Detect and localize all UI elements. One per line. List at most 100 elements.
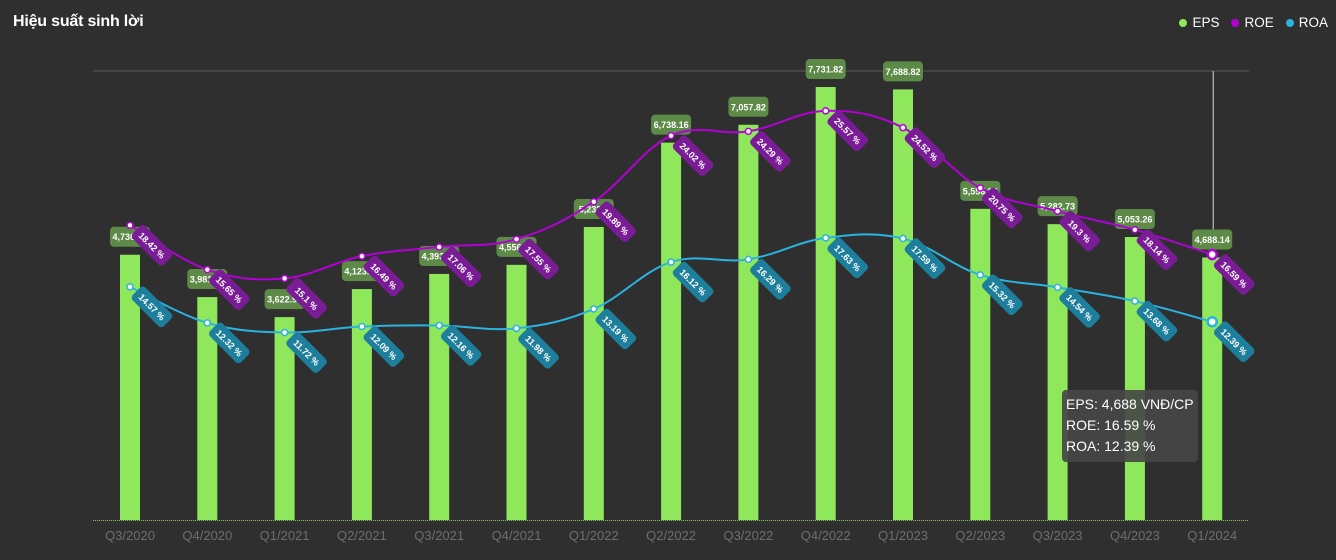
roa-point bbox=[899, 234, 907, 243]
eps-data-label: 7,688.82 bbox=[885, 67, 920, 77]
legend-label-roa: ROA bbox=[1298, 15, 1328, 30]
legend-label-eps: EPS bbox=[1192, 15, 1220, 30]
roa-point bbox=[358, 322, 366, 331]
roa-point bbox=[280, 328, 289, 337]
roa-label-box bbox=[672, 261, 714, 303]
roa-point bbox=[744, 255, 753, 264]
x-tick-label: Q4/2022 bbox=[801, 528, 851, 543]
roe-label-box bbox=[363, 255, 405, 297]
roe-label-group: 16.59 % bbox=[1213, 254, 1255, 295]
roe-point bbox=[899, 123, 907, 132]
roa-label-box bbox=[1213, 321, 1255, 363]
roa-label-box bbox=[1059, 287, 1100, 328]
eps-label-box bbox=[728, 96, 769, 117]
x-tick-label: Q4/2021 bbox=[492, 528, 542, 543]
legend-dot-roa bbox=[1285, 18, 1294, 27]
eps-label-box bbox=[651, 114, 692, 135]
x-tick-label: Q1/2023 bbox=[878, 528, 928, 543]
x-axis-labels: Q3/2020 Q4/2020 Q1/2021 Q2/2021 Q3/2021 Q4/20… bbox=[105, 528, 1237, 543]
roe-point bbox=[203, 265, 212, 274]
roe-label-box bbox=[750, 131, 791, 172]
eps-bar bbox=[815, 87, 836, 521]
eps-label-box bbox=[883, 61, 923, 82]
roe-label-box bbox=[595, 201, 637, 243]
tooltip-roe: ROE: 16.59 % bbox=[1066, 417, 1156, 433]
roa-point bbox=[821, 234, 830, 242]
roe-label-box bbox=[1136, 229, 1178, 271]
roe-label-box bbox=[1059, 210, 1100, 252]
eps-bar bbox=[429, 273, 450, 520]
eps-bar bbox=[893, 89, 913, 520]
eps-bars bbox=[120, 87, 1223, 521]
legend-label-roe: ROE bbox=[1244, 15, 1274, 30]
eps-data-label: 5,232.4 bbox=[579, 204, 609, 214]
roe-label-box bbox=[904, 127, 946, 168]
legend-item-roa[interactable]: ROA bbox=[1285, 15, 1328, 30]
roa-label-box bbox=[982, 274, 1023, 316]
roe-label-box bbox=[1213, 254, 1255, 295]
x-tick-label: Q3/2021 bbox=[414, 528, 464, 543]
tooltip-roa: ROA: 12.39 % bbox=[1066, 438, 1156, 454]
roa-point bbox=[1131, 297, 1139, 305]
eps-bar bbox=[661, 142, 682, 521]
roe-label-box bbox=[131, 225, 173, 266]
x-tick-label: Q1/2022 bbox=[569, 528, 619, 543]
legend-item-roe[interactable]: ROE bbox=[1231, 15, 1274, 30]
legend-item-eps[interactable]: EPS bbox=[1179, 15, 1219, 30]
roe-point bbox=[821, 107, 830, 115]
eps-data-label: 4,556.45 bbox=[499, 242, 534, 252]
x-tick-label: Q2/2022 bbox=[646, 528, 696, 543]
roa-label-box bbox=[827, 237, 868, 279]
roe-label-box bbox=[518, 238, 559, 280]
x-tick-label: Q2/2021 bbox=[337, 528, 387, 543]
chart-legend: EPS ROE ROA bbox=[1179, 15, 1328, 30]
eps-bar bbox=[506, 264, 527, 520]
roa-label-box bbox=[1136, 300, 1178, 342]
hover-tooltip: EPS: 4,688 VNĐ/CP ROE: 16.59 % ROA: 12.3… bbox=[1062, 390, 1198, 462]
roe-label-box bbox=[672, 135, 714, 176]
eps-data-label: 3,622.99 bbox=[267, 295, 302, 305]
roa-point bbox=[203, 319, 212, 327]
roe-label-box bbox=[440, 246, 482, 288]
eps-data-label: 3,981.05 bbox=[190, 275, 225, 285]
roa-point bbox=[512, 324, 521, 333]
eps-label-box bbox=[1192, 229, 1233, 250]
eps-data-label: 4,688.14 bbox=[1195, 235, 1230, 245]
roa-label-box bbox=[363, 326, 405, 367]
eps-bar bbox=[120, 254, 140, 521]
roa-point bbox=[1053, 283, 1062, 292]
roe-label-box bbox=[982, 187, 1023, 229]
roe-point bbox=[1053, 207, 1062, 215]
tooltip-eps: EPS: 4,688 VNĐ/CP bbox=[1066, 396, 1194, 412]
roe-point bbox=[126, 221, 134, 230]
eps-data-label: 7,731.82 bbox=[808, 65, 843, 75]
eps-data-label: 4,123.43 bbox=[344, 267, 379, 277]
eps-bar bbox=[274, 317, 295, 520]
eps-data-label: 7,057.82 bbox=[731, 102, 766, 112]
roa-label-box bbox=[750, 259, 791, 300]
roe-point bbox=[512, 235, 521, 243]
roa-label-box bbox=[209, 322, 250, 364]
roa-point bbox=[435, 321, 443, 330]
roe-point bbox=[280, 274, 289, 283]
roe-point bbox=[667, 131, 675, 140]
eps-bar bbox=[583, 226, 604, 520]
eps-label-box bbox=[1037, 196, 1078, 217]
x-tick-label: Q3/2022 bbox=[723, 528, 773, 543]
eps-bar bbox=[1124, 237, 1145, 520]
chart-title: Hiệu suất sinh lời bbox=[13, 13, 144, 30]
roa-label-box bbox=[440, 325, 482, 366]
eps-label-box bbox=[805, 59, 846, 80]
eps-bar bbox=[1202, 257, 1223, 520]
eps-data-label: 4,393.81 bbox=[422, 251, 457, 261]
roa-label-box bbox=[518, 328, 559, 369]
eps-bar bbox=[351, 289, 372, 520]
eps-data-label: 5,282.73 bbox=[1040, 202, 1075, 212]
roe-label-box bbox=[827, 110, 868, 152]
roa-point bbox=[590, 305, 598, 313]
roe-point bbox=[358, 252, 366, 260]
roe-point bbox=[435, 243, 443, 251]
eps-bar bbox=[197, 297, 218, 520]
eps-data-label: 4,736.68 bbox=[112, 232, 147, 242]
